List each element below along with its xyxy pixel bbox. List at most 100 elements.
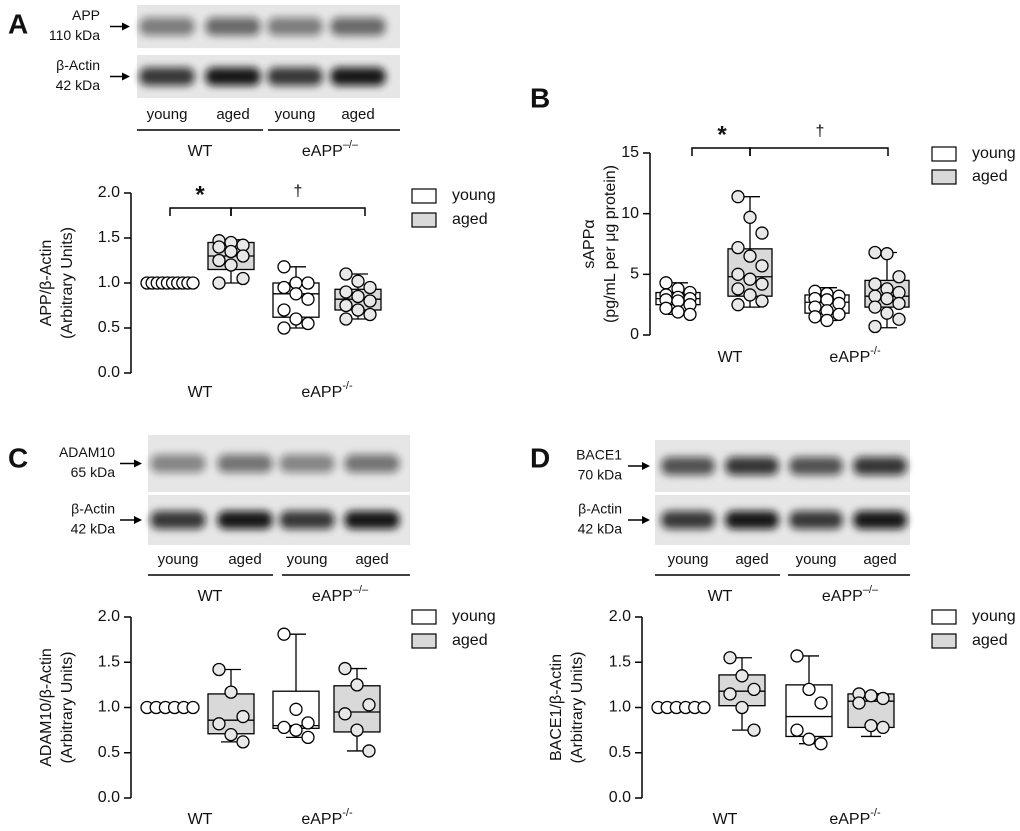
data-point <box>224 244 238 259</box>
data-point <box>852 696 866 710</box>
significance-mark: * <box>195 181 205 208</box>
lane-label: aged <box>341 106 374 123</box>
arrow-head <box>122 22 130 31</box>
data-point <box>876 720 890 735</box>
blot-band <box>150 454 206 473</box>
data-point <box>731 298 745 312</box>
data-point <box>731 282 745 296</box>
data-point <box>186 700 200 715</box>
y-tick-label: 10 <box>621 205 639 222</box>
data-point <box>338 707 352 721</box>
data-point <box>212 717 226 731</box>
y-tick-label: 15 <box>621 144 639 161</box>
significance-bracket <box>749 147 889 156</box>
group-label-main: WT <box>198 588 223 605</box>
data-point <box>755 294 769 308</box>
x-category-label: eAPP-/- <box>829 807 881 828</box>
data-point <box>289 287 303 301</box>
data-point <box>743 272 757 286</box>
data-point <box>338 661 352 676</box>
y-tick-label: 1.5 <box>98 229 120 246</box>
blot-band <box>725 457 779 475</box>
blot-band <box>217 511 273 529</box>
data-point <box>790 649 804 663</box>
legend-swatch <box>931 146 957 162</box>
x-category-label-sup: -/- <box>870 807 881 819</box>
data-point <box>277 627 291 641</box>
data-point <box>671 305 685 319</box>
lane-label: aged <box>216 106 249 123</box>
data-point <box>802 732 816 746</box>
data-point <box>362 744 376 758</box>
y-tick-label: 0.0 <box>98 364 120 381</box>
group-label-main: WT <box>708 588 733 605</box>
legend-label: aged <box>972 168 1008 185</box>
y-tick-label: 1.5 <box>609 653 631 670</box>
lane-label: young <box>287 551 328 568</box>
legend-label: aged <box>452 632 488 649</box>
significance-bracket <box>230 207 366 216</box>
data-point <box>832 307 846 322</box>
panel-label: D <box>530 442 550 473</box>
group-label-sup: –/– <box>343 139 359 151</box>
y-axis-label: (Arbitrary Units) <box>59 227 76 339</box>
group-label-main: eAPP <box>312 588 353 605</box>
data-point <box>277 280 291 295</box>
data-point <box>339 267 353 281</box>
data-point <box>747 723 761 737</box>
data-point <box>236 271 250 286</box>
data-point <box>743 249 757 263</box>
data-point <box>277 260 291 274</box>
lane-label: young <box>158 551 199 568</box>
data-point <box>363 307 377 322</box>
y-tick-label: 2.0 <box>98 608 120 625</box>
x-category-label-main: eAPP <box>829 811 870 828</box>
data-point <box>363 280 377 295</box>
blot-size: 65 kDa <box>71 464 116 480</box>
legend-swatch <box>931 609 957 625</box>
blot-band <box>789 457 843 475</box>
y-tick-label: 1.5 <box>98 653 120 670</box>
blot-band <box>344 454 400 473</box>
data-point <box>362 698 376 712</box>
blot-size: 110 kDa <box>49 27 100 43</box>
data-point <box>868 319 882 334</box>
data-point <box>892 312 906 326</box>
y-tick-label: 0.0 <box>609 789 631 806</box>
group-label: WT <box>198 588 223 605</box>
significance-mark: † <box>816 123 825 140</box>
x-category-label-main: eAPP <box>829 349 870 366</box>
blot-size: 70 kDa <box>578 467 623 483</box>
y-tick-label: 0 <box>630 326 639 343</box>
data-point <box>351 289 365 304</box>
legend-label: aged <box>452 211 488 228</box>
blot-band <box>661 457 715 475</box>
data-point <box>301 730 315 745</box>
data-point <box>289 723 303 737</box>
x-category-label-main: WT <box>188 811 213 828</box>
y-axis-label: (pg/mL per μg protein) <box>602 165 619 323</box>
blot-protein: β-Actin <box>56 57 100 73</box>
blot-band <box>853 511 907 529</box>
blot-protein: β-Actin <box>578 501 622 517</box>
data-point <box>723 687 737 701</box>
y-tick-label: 5 <box>630 266 639 283</box>
data-point <box>277 303 291 317</box>
data-point <box>350 723 364 737</box>
legend-swatch <box>411 212 437 228</box>
data-point <box>880 306 894 320</box>
blot-band <box>205 17 261 36</box>
data-point <box>339 285 353 299</box>
x-category-label: WT <box>188 384 213 401</box>
data-point <box>735 669 749 683</box>
blot-band <box>139 17 195 36</box>
lane-label: aged <box>863 551 896 568</box>
data-point <box>880 291 894 306</box>
data-point <box>351 303 365 317</box>
data-point <box>236 249 250 263</box>
group-label: WT <box>708 588 733 605</box>
data-point <box>236 709 250 724</box>
data-point <box>820 313 834 328</box>
significance-mark: * <box>717 121 727 148</box>
